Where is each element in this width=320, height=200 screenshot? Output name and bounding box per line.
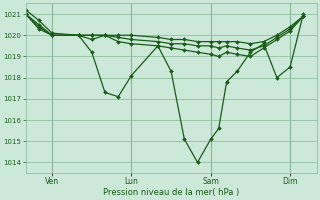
X-axis label: Pression niveau de la mer( hPa ): Pression niveau de la mer( hPa ) [103, 188, 239, 197]
